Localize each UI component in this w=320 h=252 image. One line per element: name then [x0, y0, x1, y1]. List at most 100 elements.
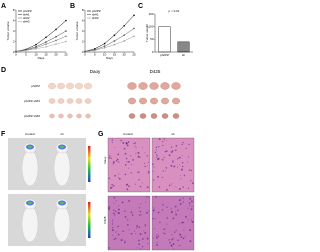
nucleus — [166, 217, 169, 219]
tumor-photo — [58, 113, 64, 119]
nucleus — [146, 186, 149, 189]
nucleus — [182, 141, 184, 144]
nucleus — [181, 161, 184, 164]
nucleus — [137, 155, 140, 158]
legend-label: sh#1 — [92, 12, 99, 16]
nucleus — [140, 203, 142, 205]
point — [133, 14, 135, 17]
nucleus — [157, 235, 160, 237]
nucleus — [165, 150, 168, 152]
nucleus — [128, 185, 130, 187]
nucleus — [165, 167, 168, 169]
legend-label: sh#2 — [23, 16, 30, 20]
nucleus — [180, 178, 182, 180]
nucleus — [120, 139, 122, 142]
nucleus — [163, 232, 166, 235]
nucleus — [146, 196, 148, 198]
tumor-photo — [127, 82, 137, 90]
tumor-photo — [75, 82, 83, 90]
nucleus — [163, 156, 165, 158]
nucleus — [156, 236, 158, 239]
nucleus — [134, 142, 136, 144]
nucleus — [112, 161, 115, 164]
nucleus — [171, 234, 173, 236]
tumor-photo — [48, 82, 56, 90]
point — [55, 43, 57, 45]
point — [55, 39, 57, 42]
nucleus — [179, 175, 181, 177]
nucleus — [144, 225, 146, 227]
nucleus — [144, 165, 146, 168]
nucleus — [191, 220, 194, 223]
nucleus — [158, 138, 161, 141]
nucleus — [114, 147, 115, 148]
nucleus — [117, 153, 120, 156]
nucleus — [113, 209, 115, 211]
nucleus — [127, 141, 130, 143]
nucleus — [155, 149, 157, 151]
nucleus — [116, 158, 119, 161]
imaging-background — [8, 194, 86, 246]
nucleus — [174, 231, 176, 233]
point — [65, 40, 67, 43]
nucleus — [158, 186, 161, 188]
x-tick-label: 0 — [15, 52, 17, 56]
nucleus — [178, 245, 180, 247]
nucleus — [124, 241, 126, 244]
panel-label: A — [1, 3, 6, 10]
point — [113, 43, 116, 46]
nucleus — [111, 183, 113, 186]
nucleus — [147, 210, 149, 212]
tumor-photo — [161, 97, 169, 105]
series-line — [15, 30, 67, 52]
nucleus — [108, 247, 110, 249]
nucleus — [152, 170, 154, 172]
nucleus — [179, 244, 181, 246]
nucleus — [156, 241, 158, 243]
nucleus — [181, 155, 183, 157]
nucleus — [146, 165, 148, 167]
nucleus — [146, 211, 148, 214]
nucleus — [181, 143, 183, 146]
tumor-photo — [161, 113, 169, 119]
nucleus — [164, 170, 166, 172]
tumor-photo — [76, 113, 82, 119]
panel-label: G — [98, 131, 104, 138]
series-line — [15, 41, 67, 52]
nucleus — [168, 184, 171, 187]
nucleus — [139, 233, 142, 236]
nucleus — [112, 234, 114, 236]
x-tick-label: 20 — [123, 52, 127, 56]
nucleus — [184, 236, 186, 238]
histology-image — [151, 195, 195, 251]
nucleus — [152, 217, 155, 220]
panel-label: C — [138, 3, 143, 10]
nucleus — [111, 139, 113, 141]
nucleus — [113, 184, 115, 187]
nucleus — [190, 180, 192, 182]
tumor-photo — [172, 113, 180, 119]
nucleus — [153, 228, 155, 230]
nucleus — [148, 197, 150, 199]
point — [103, 47, 106, 49]
tumor-photo — [57, 98, 65, 104]
nucleus — [172, 161, 174, 163]
nucleus — [179, 156, 181, 159]
nucleus — [185, 216, 187, 218]
nucleus — [156, 243, 159, 246]
y-axis-title: Tumor volume — [6, 21, 10, 40]
nucleus — [147, 171, 150, 173]
row-label: Daoy — [103, 156, 107, 164]
point — [35, 48, 37, 50]
point — [55, 28, 57, 31]
point — [133, 35, 135, 38]
nucleus — [187, 218, 189, 220]
nucleus — [178, 164, 180, 166]
x-tick-label: 5 — [25, 52, 27, 56]
nucleus — [185, 147, 187, 149]
legend-label: pGIPZ — [92, 9, 101, 13]
nucleus — [115, 200, 117, 202]
nucleus — [121, 201, 124, 204]
nucleus — [172, 237, 174, 240]
y-tick-label: 8 — [82, 8, 84, 12]
